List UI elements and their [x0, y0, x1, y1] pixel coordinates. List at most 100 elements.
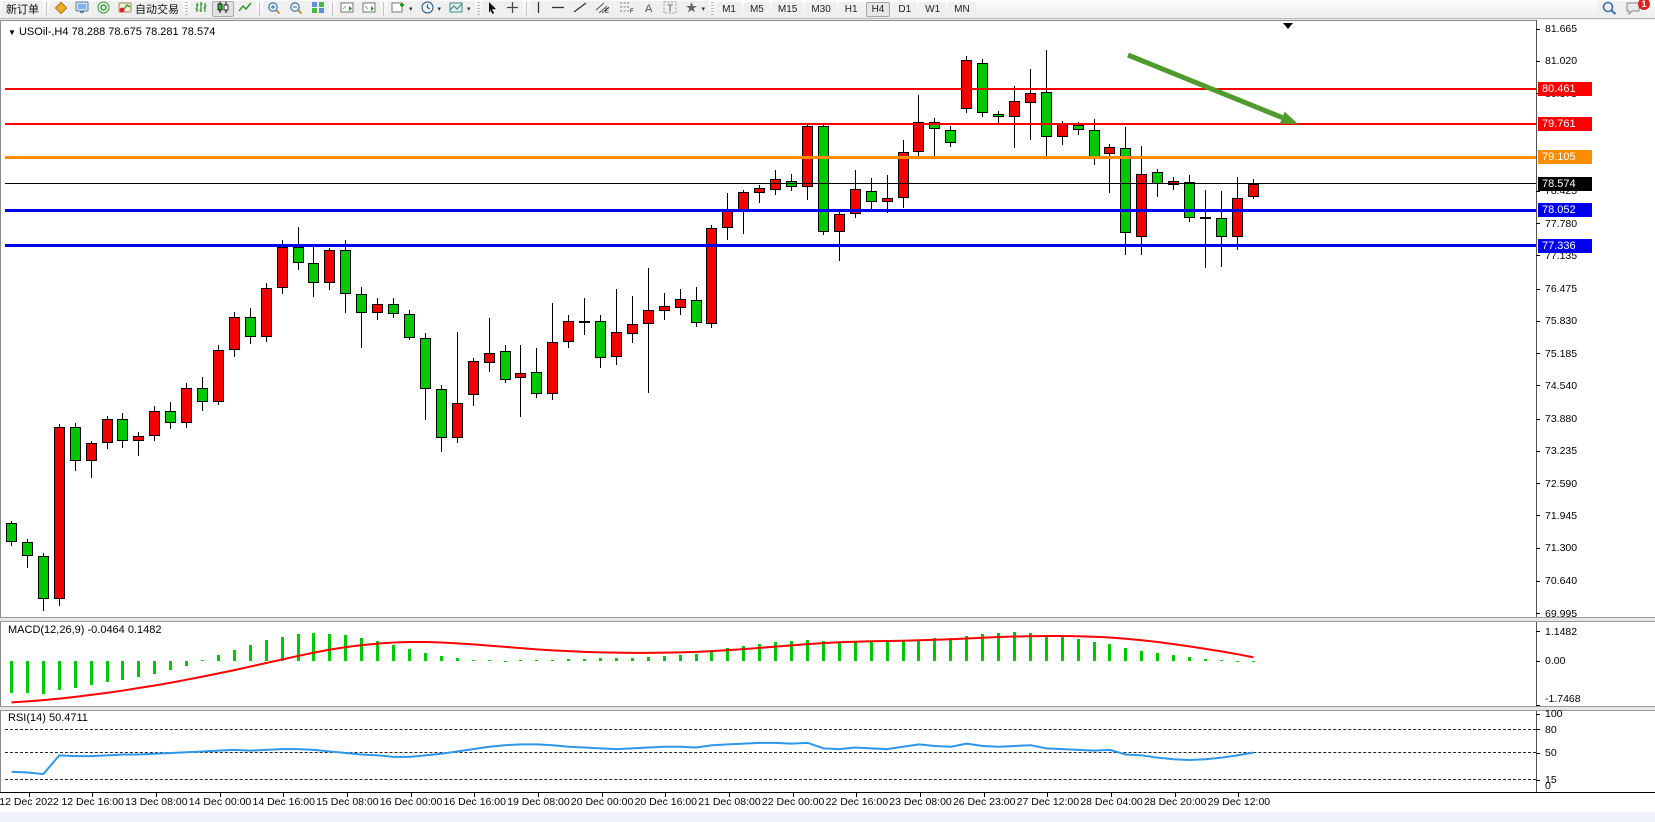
macd-histogram-bar — [57, 661, 61, 691]
candle-up — [85, 443, 97, 461]
price-tick — [1536, 60, 1540, 62]
macd-name: MACD(12,26,9) — [8, 624, 85, 636]
timeframe-h4[interactable]: H4 — [865, 1, 891, 17]
timeframe-m30[interactable]: M30 — [805, 1, 837, 17]
candle-up — [754, 188, 766, 194]
toolbar-grip — [185, 2, 188, 16]
rsi-axis-tick — [1536, 791, 1540, 793]
notifications-button[interactable]: 1 — [1621, 0, 1650, 17]
timeframe-mn[interactable]: MN — [948, 1, 976, 17]
candle-up — [642, 309, 654, 324]
toolbar: 新订单 自动交易 — [0, 0, 1655, 19]
text-tool-button[interactable]: A — [638, 1, 659, 17]
tile-windows-icon — [311, 1, 325, 17]
search-button[interactable] — [1598, 1, 1621, 17]
macd-histogram-bar — [10, 661, 13, 693]
horizontal-line-object[interactable] — [5, 155, 1536, 159]
horizontal-line-object[interactable] — [5, 244, 1536, 248]
new-order-button[interactable]: 新订单 — [2, 1, 43, 17]
chart-window-alt-button[interactable] — [358, 1, 380, 17]
zoom-out-button[interactable] — [285, 1, 307, 17]
horizontal-line-object[interactable] — [5, 123, 1536, 126]
add-indicator-button[interactable]: ▾ — [387, 1, 417, 17]
candle-up — [563, 320, 575, 342]
candle-down — [117, 419, 129, 441]
timeframe-m15[interactable]: M15 — [771, 1, 804, 17]
time-label: 14 Dec 00:00 — [188, 796, 252, 808]
candle-down — [945, 129, 957, 143]
price-tick-label: 75.830 — [1545, 315, 1578, 328]
chart-window-button[interactable] — [336, 1, 358, 17]
autotrading-button[interactable]: 自动交易 — [114, 1, 183, 17]
timeframe-button-group: M1 M5 M15 M30 H1 H4 D1 W1 MN — [716, 1, 976, 17]
timeframe-d1[interactable]: D1 — [892, 1, 918, 17]
candle-up — [1231, 198, 1243, 238]
rsi-axis-tick — [1536, 779, 1540, 781]
chart-dropdown-icon[interactable]: ▼ — [8, 28, 16, 37]
vertical-line-tool-button[interactable] — [529, 1, 547, 17]
timeframe-h1[interactable]: H1 — [838, 1, 864, 17]
panel-separator[interactable] — [0, 617, 1655, 622]
panel-separator[interactable] — [0, 706, 1655, 711]
channel-icon: E — [595, 1, 611, 17]
timeframe-m1[interactable]: M1 — [716, 1, 742, 17]
line-chart-button[interactable] — [234, 1, 256, 17]
horizontal-line-tool-button[interactable] — [546, 1, 569, 17]
time-label: 13 Dec 08:00 — [125, 796, 188, 808]
candle-up — [1104, 146, 1116, 154]
candle-down — [1215, 218, 1227, 238]
horizontal-line-object[interactable] — [5, 88, 1536, 91]
editor-icon — [54, 1, 68, 17]
candle-wick — [1205, 190, 1206, 269]
periods-button[interactable]: ▾ — [416, 1, 446, 17]
price-tick-label: 73.235 — [1545, 445, 1578, 458]
candle-up — [547, 341, 559, 394]
candlestick-chart-button[interactable] — [212, 1, 234, 17]
price-axis[interactable] — [1537, 20, 1655, 792]
label-tool-button[interactable]: T — [658, 1, 681, 17]
templates-button[interactable]: ▾ — [445, 1, 475, 17]
timeframe-m5[interactable]: M5 — [743, 1, 770, 17]
dropdown-caret-icon: ▾ — [467, 6, 471, 13]
candle-down — [6, 523, 17, 543]
candle-down — [244, 316, 256, 337]
time-tick — [983, 793, 985, 797]
candle-down — [419, 337, 431, 389]
macd-histogram-bar — [1235, 661, 1239, 662]
crosshair-tool-button[interactable] — [501, 1, 523, 17]
candle-up — [961, 59, 973, 109]
zoom-in-button[interactable] — [263, 1, 285, 17]
fibonacci-tool-button[interactable]: F — [614, 1, 639, 17]
metaeditor-button[interactable] — [50, 1, 71, 17]
time-tick — [219, 793, 221, 797]
candle-down — [690, 299, 702, 323]
chart-shift-marker[interactable] — [1283, 23, 1293, 29]
price-tick — [1536, 385, 1540, 387]
price-tick-label: 77.780 — [1545, 217, 1578, 230]
terminal-button[interactable] — [71, 1, 93, 17]
candle-up — [1024, 92, 1036, 103]
candle-wick — [361, 286, 363, 348]
bar-chart-button[interactable] — [190, 1, 212, 17]
cursor-tool-button[interactable] — [481, 1, 502, 17]
time-tick — [410, 793, 412, 797]
chart-window-icon — [340, 1, 354, 17]
strategy-tester-button[interactable] — [93, 1, 114, 17]
price-tick-label: 69.995 — [1545, 607, 1578, 620]
arrows-tool-button[interactable]: ▾ — [680, 1, 710, 17]
macd-histogram-bar — [1251, 661, 1255, 663]
price-tick — [1536, 547, 1540, 549]
macd-histogram-bar — [614, 658, 618, 661]
candle-up — [515, 372, 527, 378]
time-axis[interactable] — [0, 792, 1655, 812]
macd-panel[interactable] — [1, 622, 1536, 707]
macd-current-values: -0.0464 0.1482 — [87, 624, 162, 636]
price-tick — [1536, 450, 1540, 452]
trendline-tool-button[interactable] — [568, 1, 591, 17]
horizontal-line-object[interactable] — [5, 208, 1536, 212]
channel-tool-button[interactable]: E — [590, 1, 615, 17]
timeframe-w1[interactable]: W1 — [919, 1, 947, 17]
tile-windows-button[interactable] — [307, 1, 329, 17]
candle-wick — [631, 295, 633, 343]
candle-down — [197, 387, 209, 402]
